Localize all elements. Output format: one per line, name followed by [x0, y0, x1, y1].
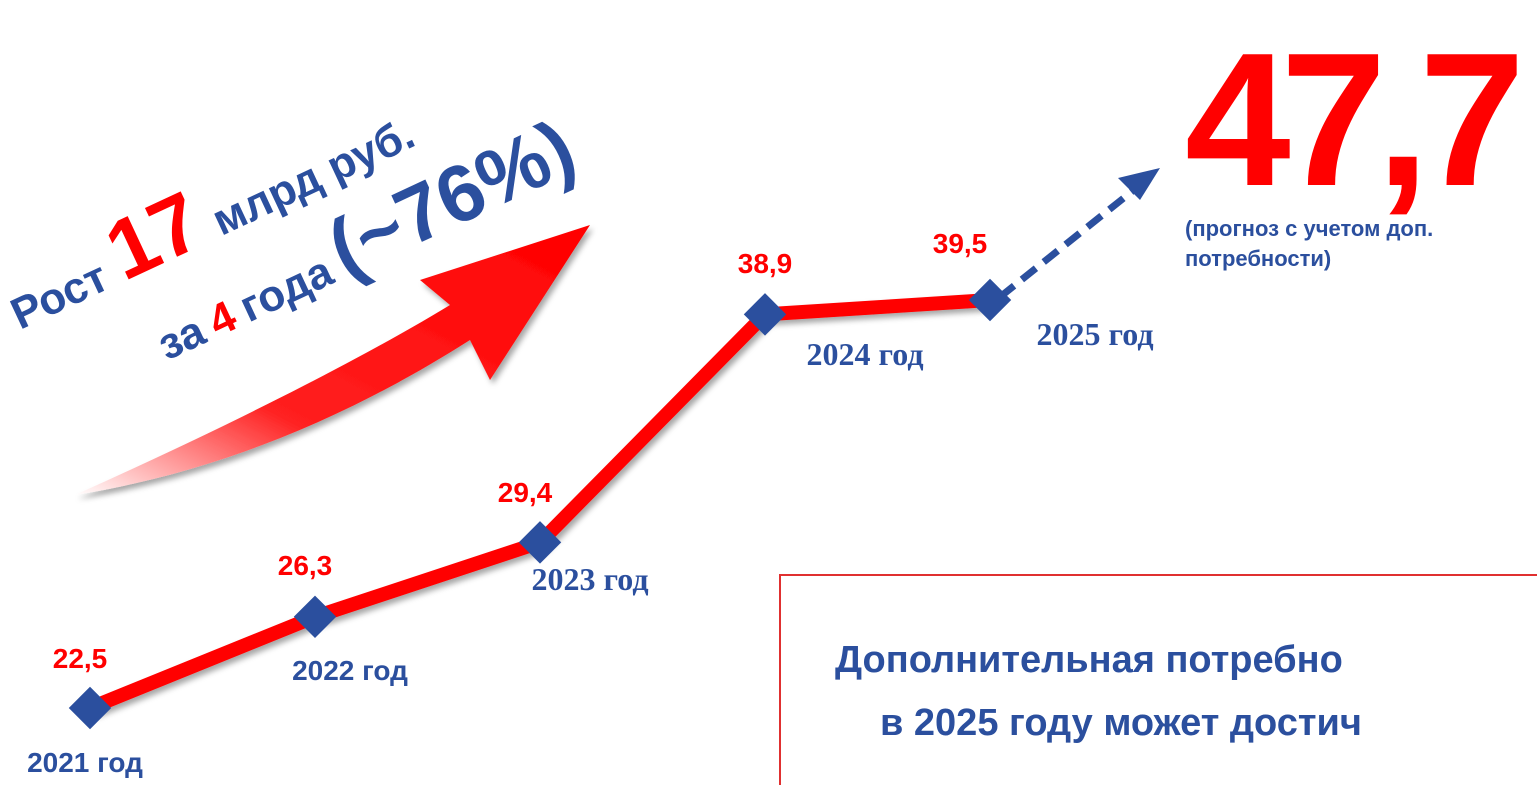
growth-text: Рост17млрд руб. за4года(~76%) [4, 103, 588, 370]
forecast-value: 47,7 [1185, 14, 1525, 226]
box-line: в 2025 году может достич [880, 702, 1362, 744]
category-label: 2024 год [807, 336, 924, 372]
value-label: 22,5 [53, 643, 108, 674]
category-label: 2023 год [532, 561, 649, 597]
forecast-arrow [997, 182, 1143, 300]
info-box [779, 574, 1537, 785]
value-label: 38,9 [738, 248, 793, 279]
category-label: 2022 год [292, 655, 408, 686]
marker [968, 278, 1012, 322]
forecast-note: (прогноз с учетом доп. [1185, 216, 1433, 241]
growth-amount: 17 [92, 173, 216, 298]
value-label: 29,4 [498, 477, 553, 508]
forecast-note: потребности) [1185, 246, 1331, 271]
value-label: 39,5 [933, 228, 988, 259]
growth-word: Рост [4, 252, 116, 339]
forecast-arrowhead [1118, 168, 1160, 200]
value-label: 26,3 [278, 550, 333, 581]
growth-over: за [150, 306, 213, 370]
marker [293, 595, 337, 639]
category-label: 2025 год [1037, 316, 1154, 352]
marker [68, 686, 112, 730]
box-line: Дополнительная потребно [835, 639, 1343, 681]
category-label: 2021 год [27, 747, 143, 778]
growth-years-word: года [232, 246, 341, 331]
growth-arrow [75, 225, 590, 495]
